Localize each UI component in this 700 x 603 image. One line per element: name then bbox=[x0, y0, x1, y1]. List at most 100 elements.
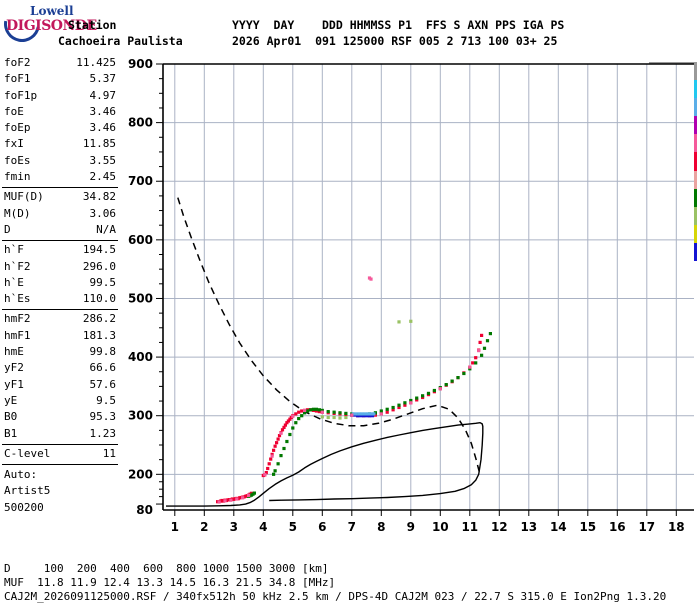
param-value: 5.37 bbox=[89, 72, 117, 86]
param-value: 1.23 bbox=[89, 426, 117, 440]
param-key: foEp bbox=[4, 121, 31, 135]
y-tick-label: 600 bbox=[128, 233, 153, 247]
y-tick-label: 400 bbox=[128, 350, 153, 364]
divider-3 bbox=[2, 309, 118, 311]
x-tick-label: 17 bbox=[638, 520, 655, 534]
param-row-yf2: yF2 66.6 bbox=[2, 361, 118, 377]
param-value: 11.425 bbox=[76, 56, 116, 69]
param-key: D bbox=[4, 222, 11, 236]
ionospheric-parameters-panel: foF2 11.425 foF1 5.37 foF1p 4.97 foE 3.46 foEp 3.… bbox=[2, 56, 118, 516]
param-key: foF1p bbox=[4, 88, 38, 102]
footer-file-row: CAJ2M_2026091125000.RSF / 340fx512h 50 k… bbox=[4, 590, 667, 603]
param-value: 99.5 bbox=[89, 275, 117, 289]
param-key: h`F bbox=[4, 243, 24, 257]
param-row-hes: h`Es 110.0 bbox=[2, 292, 118, 308]
param-value: 57.6 bbox=[89, 377, 117, 391]
param-row-hmf1: hmF1 181.3 bbox=[2, 329, 118, 345]
param-key: foE bbox=[4, 104, 24, 118]
param-key: hmF2 bbox=[4, 312, 31, 326]
param-value: 3.55 bbox=[89, 153, 117, 167]
ionogram-plot[interactable]: 80 200 300 400 500 600 700 800 900 1 2 3 4 5 6 7 8 9 10 11 1… bbox=[118, 50, 700, 550]
muf-dashed-curve bbox=[177, 197, 482, 477]
param-row-fmin: fmin 2.45 bbox=[2, 170, 118, 186]
param-value: 95.3 bbox=[89, 410, 117, 424]
auto-line-2: 500200 bbox=[4, 500, 44, 514]
header-station-label: Station bbox=[68, 18, 117, 32]
param-key: foF1 bbox=[4, 72, 31, 86]
x-tick-label: 7 bbox=[348, 520, 356, 534]
x-tick-label: 5 bbox=[289, 520, 297, 534]
x-tick-label: 9 bbox=[407, 520, 415, 534]
series-x bbox=[320, 319, 413, 420]
auto-line-0: Auto: bbox=[4, 468, 38, 482]
divider-4 bbox=[2, 443, 118, 445]
param-row-md: M(D) 3.06 bbox=[2, 207, 118, 223]
param-key: fmin bbox=[4, 170, 31, 184]
param-value: 3.46 bbox=[89, 104, 117, 118]
param-row-fof2: foF2 11.425 bbox=[2, 56, 118, 72]
param-key: B1 bbox=[4, 426, 18, 440]
x-tick-label: 10 bbox=[432, 520, 449, 534]
x-tick-label: 18 bbox=[668, 520, 685, 534]
param-key: hmE bbox=[4, 345, 24, 359]
param-value: 3.06 bbox=[89, 206, 117, 220]
y-tick-label: 900 bbox=[128, 57, 153, 71]
y-tick-label: 200 bbox=[128, 467, 153, 481]
param-value: 11 bbox=[102, 446, 116, 460]
param-value: N/A bbox=[96, 222, 116, 236]
x-tick-label: 1 bbox=[171, 520, 179, 534]
param-key: h`F2 bbox=[4, 259, 31, 273]
digisonde-logo: Lowell DIGISONDE bbox=[0, 0, 100, 50]
param-row-hme: hmE 99.8 bbox=[2, 345, 118, 361]
series-e bbox=[351, 412, 376, 416]
header-column-names: YYYY DAY DDD HHMMSS P1 FFS S AXN PPS IGA… bbox=[232, 18, 565, 32]
param-key: yE bbox=[4, 393, 18, 407]
param-key: yF1 bbox=[4, 377, 24, 391]
plot-background bbox=[163, 64, 694, 510]
param-key: fxI bbox=[4, 137, 24, 151]
param-key: h`E bbox=[4, 275, 24, 289]
param-row-fxi: fxI 11.85 bbox=[2, 137, 118, 153]
x-tick-labels: 1 2 3 4 5 6 7 8 9 10 11 12 13 14 15 16 17 18 bbox=[171, 520, 685, 534]
x-tick-label: 13 bbox=[520, 520, 537, 534]
param-row-ye: yE 9.5 bbox=[2, 394, 118, 410]
x-tick-label: 14 bbox=[550, 520, 567, 534]
param-value: 3.46 bbox=[89, 121, 117, 135]
param-row-fof1p: foF1p 4.97 bbox=[2, 89, 118, 105]
auto-line-1: Artist5 bbox=[4, 484, 51, 498]
electron-density-profile bbox=[166, 422, 484, 507]
param-value: 34.82 bbox=[82, 190, 116, 204]
param-row-hf2: h`F2 296.0 bbox=[2, 260, 118, 276]
x-tick-label: 4 bbox=[259, 520, 267, 534]
param-key: MUF(D) bbox=[4, 190, 44, 204]
header-column-values: 2026 Apr01 091 125000 RSF 005 2 713 100 … bbox=[232, 34, 558, 48]
y-tick-label: 80 bbox=[136, 503, 153, 517]
param-key: yF2 bbox=[4, 361, 24, 375]
param-key: B0 bbox=[4, 410, 18, 424]
param-row-he: h`E 99.5 bbox=[2, 276, 118, 292]
logo-line-lowell: Lowell bbox=[30, 4, 74, 18]
param-row-foe: foE 3.46 bbox=[2, 105, 118, 121]
param-key: C-level bbox=[4, 446, 51, 460]
param-key: hmF1 bbox=[4, 328, 31, 342]
param-key: M(D) bbox=[4, 206, 31, 220]
param-key: h`Es bbox=[4, 292, 31, 306]
param-row-mufd: MUF(D) 34.82 bbox=[2, 190, 118, 206]
param-value: 181.3 bbox=[82, 328, 116, 342]
divider-5 bbox=[2, 464, 118, 466]
param-row-hmf2: hmF2 286.2 bbox=[2, 312, 118, 328]
y-tick-label: 300 bbox=[128, 409, 153, 423]
param-value: 66.6 bbox=[89, 361, 117, 375]
param-row-b0: B0 95.3 bbox=[2, 410, 118, 426]
x-tick-label: 2 bbox=[200, 520, 208, 534]
param-row-fof1: foF1 5.37 bbox=[2, 72, 118, 88]
param-row-hf: h`F 194.5 bbox=[2, 243, 118, 259]
param-value: 296.0 bbox=[82, 259, 116, 273]
param-value: 11.85 bbox=[82, 137, 116, 151]
divider-1 bbox=[2, 187, 118, 189]
series-vo bbox=[217, 276, 481, 504]
param-value: 194.5 bbox=[82, 243, 116, 257]
param-value: 286.2 bbox=[82, 312, 116, 326]
param-row-b1: B1 1.23 bbox=[2, 427, 118, 443]
